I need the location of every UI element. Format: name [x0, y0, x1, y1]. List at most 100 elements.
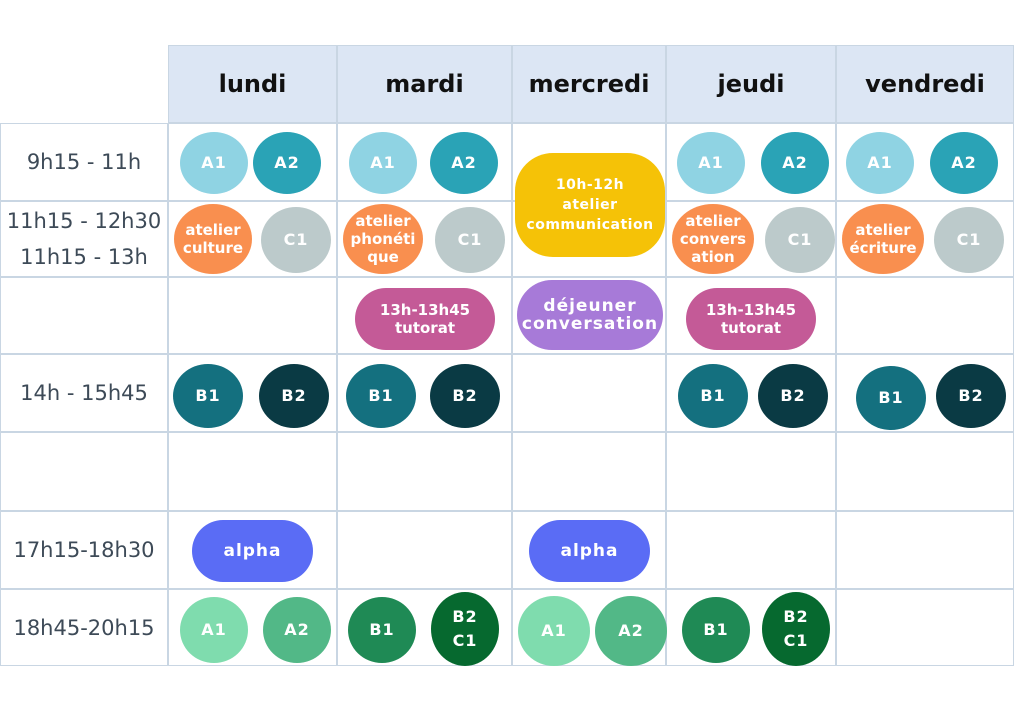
slot-cell — [337, 511, 512, 589]
day-header-cell — [168, 45, 337, 123]
session-tue-a1[interactable]: A1 — [349, 132, 417, 194]
session-label-line: alpha — [223, 541, 282, 561]
time-label: 18h45-20h15 — [0, 589, 168, 666]
slot-cell — [337, 432, 512, 511]
session-label-line: A2 — [618, 621, 644, 640]
session-label-line: C1 — [457, 230, 483, 249]
slot-cell — [836, 511, 1014, 589]
session-thu-c1[interactable]: C1 — [765, 207, 835, 273]
session-mon-a2[interactable]: A2 — [253, 132, 321, 194]
session-mon-atelier-culture[interactable]: atelier culture — [174, 204, 252, 274]
session-label-line: A2 — [782, 153, 808, 172]
session-label-line: que — [367, 248, 399, 266]
session-tue-eve-b2c1[interactable]: B2 C1 — [431, 592, 499, 666]
session-label-line: A2 — [274, 153, 300, 172]
session-thu-eve-b2c1[interactable]: B2 C1 — [762, 592, 830, 666]
session-label-line: ation — [691, 248, 735, 266]
session-label-line: B1 — [195, 386, 221, 405]
time-label-line: 17h15-18h30 — [13, 538, 155, 562]
session-label-line: 13h-13h45 — [379, 301, 471, 319]
time-label-line: 9h15 - 11h — [26, 150, 142, 174]
session-thu-atelier-conversation[interactable]: atelier convers ation — [672, 204, 754, 274]
session-wed-communication[interactable]: 10h-12h atelier communication — [515, 153, 665, 257]
slot-cell — [512, 432, 666, 511]
time-label-line: 18h45-20h15 — [13, 615, 155, 640]
session-mon-b1[interactable]: B1 — [173, 364, 243, 428]
session-fri-c1[interactable]: C1 — [934, 207, 1004, 273]
session-thu-a1[interactable]: A1 — [677, 132, 745, 194]
slot-cell — [836, 432, 1014, 511]
day-header-mercredi: mercredi — [528, 70, 650, 98]
session-label-line: 10h-12h — [555, 177, 625, 193]
session-label-line: atelier — [855, 221, 911, 239]
slot-cell — [836, 277, 1014, 354]
day-header-cell — [512, 45, 666, 123]
session-mon-c1[interactable]: C1 — [261, 207, 331, 273]
session-wed-eve-a2[interactable]: A2 — [595, 596, 667, 666]
session-thu-eve-b1[interactable]: B1 — [682, 597, 750, 663]
session-mon-alpha[interactable]: alpha — [192, 520, 313, 582]
session-tue-b1[interactable]: B1 — [346, 364, 416, 428]
session-label-line: A1 — [698, 153, 724, 172]
session-thu-b1[interactable]: B1 — [678, 364, 748, 428]
session-mon-a1[interactable]: A1 — [180, 132, 248, 194]
day-header-cell — [337, 45, 512, 123]
session-label-line: atelier — [185, 221, 241, 239]
session-label-line: A1 — [541, 621, 567, 640]
day-header-mardi: mardi — [385, 70, 464, 98]
session-label-line: A1 — [201, 153, 227, 172]
time-label: 17h15-18h30 — [0, 511, 168, 589]
session-label-line: atelier — [355, 212, 411, 230]
session-fri-a1[interactable]: A1 — [846, 132, 914, 194]
session-label-line: A1 — [201, 620, 227, 639]
session-label-line: C1 — [956, 230, 982, 249]
session-fri-b1[interactable]: B1 — [856, 366, 926, 430]
time-label-line: 11h15 - 12h30 — [6, 209, 162, 233]
session-fri-a2[interactable]: A2 — [930, 132, 998, 194]
session-label-line: B2 — [452, 607, 478, 626]
session-fri-atelier-ecriture[interactable]: atelier écriture — [842, 204, 924, 274]
session-label-line: B1 — [878, 388, 904, 407]
session-label-line: B2 — [281, 386, 307, 405]
slot-cell — [836, 589, 1014, 666]
session-thu-b2[interactable]: B2 — [758, 364, 828, 428]
session-tue-c1[interactable]: C1 — [435, 207, 505, 273]
session-label-line: atelier — [685, 212, 741, 230]
day-header-lundi: lundi — [218, 70, 287, 98]
session-label-line: B1 — [703, 620, 729, 639]
session-wed-eve-a1[interactable]: A1 — [518, 596, 590, 666]
session-mon-b2[interactable]: B2 — [259, 364, 329, 428]
time-cell — [0, 123, 168, 201]
time-cell — [0, 589, 168, 666]
session-wed-dejeuner[interactable]: déjeuner conversation — [517, 280, 663, 350]
time-cell — [0, 354, 168, 432]
session-label-line: convers — [679, 230, 747, 248]
session-mon-eve-a2[interactable]: A2 — [263, 597, 331, 663]
session-label-line: déjeuner — [543, 296, 637, 316]
time-label — [0, 432, 168, 511]
session-label-line: B1 — [369, 620, 395, 639]
session-mon-eve-a1[interactable]: A1 — [180, 597, 248, 663]
time-cell — [0, 277, 168, 354]
session-fri-b2[interactable]: B2 — [936, 364, 1006, 428]
session-wed-alpha[interactable]: alpha — [529, 520, 650, 582]
session-label-line: écriture — [849, 239, 917, 257]
session-label-line: C1 — [283, 230, 309, 249]
session-tue-tutorat[interactable]: 13h-13h45 tutorat — [355, 288, 495, 350]
session-label-line: communication — [526, 217, 654, 233]
session-tue-atelier-phonetique[interactable]: atelier phonéti que — [343, 204, 423, 274]
session-label-line: A2 — [284, 620, 310, 639]
slot-cell — [666, 432, 836, 511]
session-label-line: B2 — [452, 386, 478, 405]
session-tue-eve-b1[interactable]: B1 — [348, 597, 416, 663]
slot-cell — [168, 432, 337, 511]
session-label-line: atelier — [562, 197, 618, 213]
session-thu-tutorat[interactable]: 13h-13h45 tutorat — [686, 288, 816, 350]
session-thu-a2[interactable]: A2 — [761, 132, 829, 194]
session-label-line: B2 — [780, 386, 806, 405]
session-label-line: B1 — [700, 386, 726, 405]
session-tue-b2[interactable]: B2 — [430, 364, 500, 428]
session-tue-a2[interactable]: A2 — [430, 132, 498, 194]
time-label-line: 11h15 - 13h — [20, 245, 148, 269]
session-label-line: alpha — [560, 541, 619, 561]
